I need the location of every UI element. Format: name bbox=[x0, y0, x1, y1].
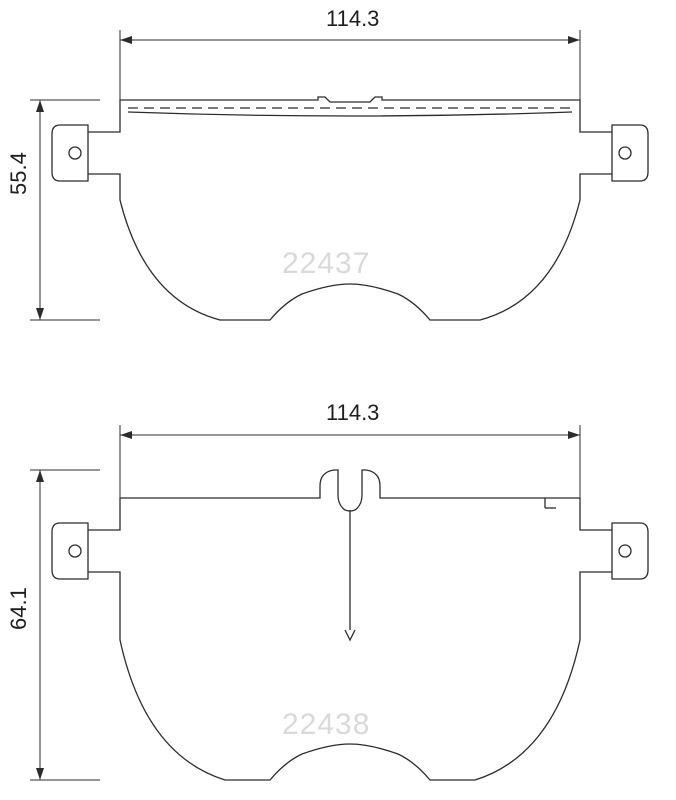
drawing-svg bbox=[0, 0, 676, 800]
bottom-brake-pad bbox=[52, 470, 648, 780]
top-brake-pad bbox=[52, 97, 648, 320]
drawing-canvas: 114.3 55.4 114.3 64.1 22437 22438 bbox=[0, 0, 676, 800]
